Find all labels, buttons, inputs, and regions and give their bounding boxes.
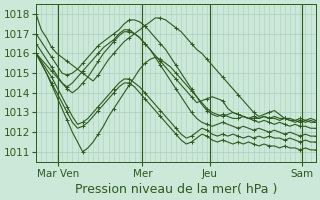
X-axis label: Pression niveau de la mer( hPa ): Pression niveau de la mer( hPa ) bbox=[75, 183, 277, 196]
